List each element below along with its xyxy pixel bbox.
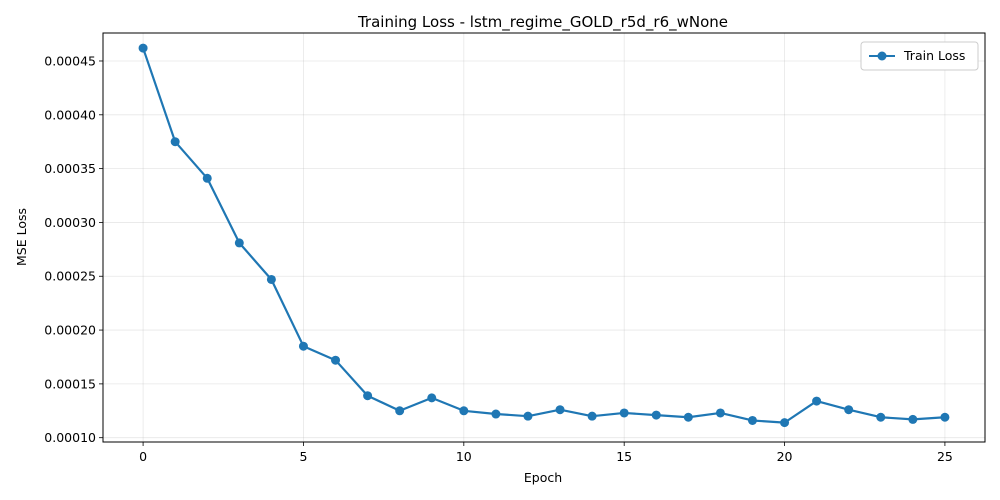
legend: Train Loss	[860, 41, 979, 71]
data-point	[459, 406, 469, 416]
x-tick-label: 0	[139, 449, 147, 464]
data-point	[491, 409, 501, 419]
data-point	[715, 408, 725, 418]
y-axis-ticks: 0.00010 0.00015 0.00020 0.00025 0.00030 0.000…	[44, 53, 103, 445]
y-tick-label: 0.00020	[44, 323, 96, 338]
data-point	[523, 411, 533, 421]
data-point	[395, 406, 405, 416]
chart-title: Training Loss - lstm_regime_GOLD_r5d_r6_…	[357, 13, 728, 32]
data-point	[427, 393, 437, 403]
x-tick-label: 25	[937, 449, 953, 464]
legend-box	[860, 41, 979, 71]
y-tick-label: 0.00025	[44, 269, 96, 284]
y-tick-label: 0.00010	[44, 430, 96, 445]
data-point	[651, 410, 661, 420]
data-point	[331, 355, 341, 365]
y-tick-label: 0.00015	[44, 376, 96, 391]
data-point	[170, 137, 180, 147]
data-point	[908, 414, 918, 424]
y-tick-label: 0.00030	[44, 215, 96, 230]
x-axis-ticks: 0 5 10 15 20 25	[139, 442, 953, 464]
data-point	[138, 43, 148, 53]
x-tick-label: 5	[299, 449, 307, 464]
data-point	[812, 396, 822, 406]
y-tick-label: 0.00045	[44, 53, 96, 68]
data-point	[555, 405, 565, 415]
series-layer	[138, 43, 950, 428]
x-tick-label: 15	[616, 449, 632, 464]
data-point	[234, 238, 244, 248]
data-point	[780, 418, 790, 428]
x-axis-label: Epoch	[524, 470, 562, 485]
data-point	[876, 412, 886, 422]
x-tick-label: 10	[456, 449, 472, 464]
data-point	[683, 412, 693, 422]
data-point	[747, 415, 757, 425]
data-point	[202, 173, 212, 183]
data-point	[940, 412, 950, 422]
data-point	[298, 341, 308, 351]
y-axis-label: MSE Loss	[14, 208, 29, 266]
plot-frame	[102, 32, 986, 443]
data-point	[619, 408, 629, 418]
legend-marker-swatch	[877, 51, 887, 61]
y-tick-label: 0.00035	[44, 161, 96, 176]
y-tick-label: 0.00040	[44, 107, 96, 122]
x-tick-label: 20	[777, 449, 793, 464]
data-point	[587, 411, 597, 421]
series-line	[142, 47, 945, 424]
data-point	[266, 274, 276, 284]
data-point	[363, 391, 373, 401]
legend-label: Train Loss	[903, 48, 965, 63]
grid-lines	[103, 33, 985, 442]
data-point	[844, 405, 854, 415]
